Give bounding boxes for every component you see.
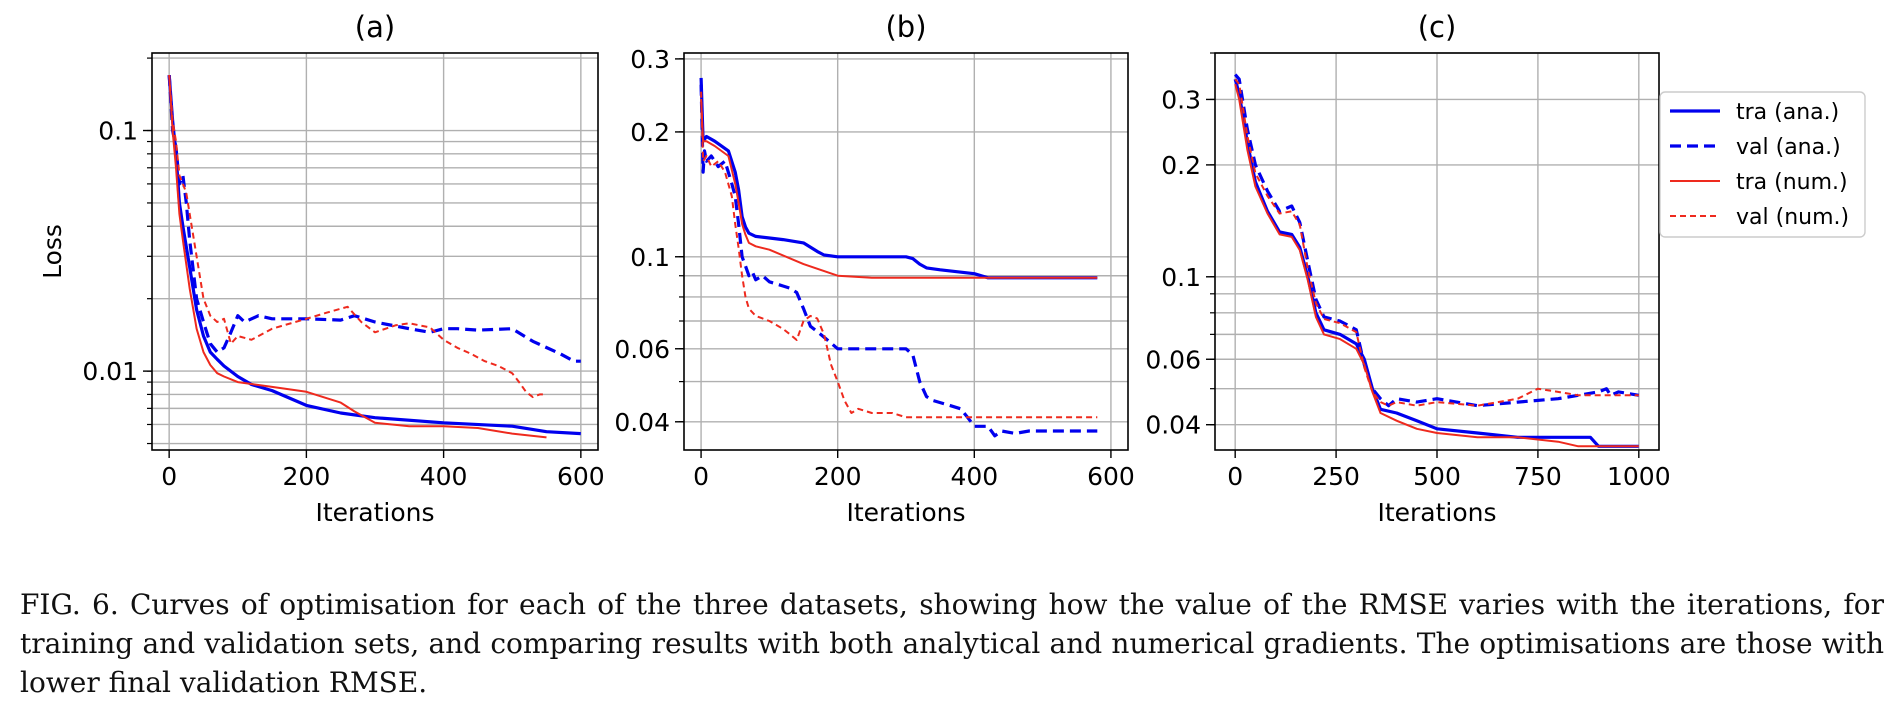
y-tick-label: 0.1 [1161, 263, 1201, 292]
legend-label: val (ana.) [1736, 135, 1841, 160]
series-line [168, 75, 547, 439]
legend-label: tra (ana.) [1736, 100, 1839, 125]
y-tick-label: 0.04 [614, 408, 670, 437]
x-tick-label: 0 [161, 462, 177, 491]
legend-label: val (num.) [1736, 205, 1849, 230]
x-tick-label: 600 [557, 462, 605, 491]
grid [1206, 52, 1659, 458]
x-tick-label: 0 [693, 462, 709, 491]
x-tick-label: 200 [814, 462, 862, 491]
series-line [167, 75, 581, 363]
y-tick-label: 0.01 [82, 357, 138, 386]
panel-title: (b) [885, 10, 926, 44]
y-tick-label: 0.1 [630, 243, 670, 272]
x-axis-label: Iterations [846, 498, 965, 527]
x-tick-label: 600 [1087, 462, 1135, 491]
y-tick-label: 0.06 [1145, 345, 1201, 374]
series-lines [1233, 73, 1640, 448]
y-axis-label: Loss [38, 224, 67, 279]
y-tick-label: 0.2 [1161, 151, 1201, 180]
series-lines [699, 77, 1098, 438]
chart-panel-c: 0 250 500 750 1000 0.04 0.06 0.1 0.2 0.3 (c) Iterat… [1145, 10, 1670, 527]
chart-panel-b: 0 200 400 600 0.04 0.06 0.1 0.2 0.3 (b) Iterations [614, 10, 1134, 527]
series-lines [167, 74, 581, 439]
series-line [700, 91, 1098, 419]
legend-label: tra (num.) [1736, 170, 1848, 195]
y-tick-label: 0.04 [1145, 411, 1201, 440]
grid [143, 53, 598, 458]
x-tick-label: 500 [1413, 462, 1461, 491]
y-tick-label: 0.3 [630, 45, 670, 74]
figure-caption: FIG. 6. Curves of optimisation for each … [20, 588, 1884, 699]
y-tick-label: 0.2 [630, 118, 670, 147]
x-tick-label: 200 [283, 462, 331, 491]
plot-frame [683, 52, 1129, 451]
series-line [168, 75, 547, 399]
panel-title: (c) [1418, 10, 1457, 44]
series-line [700, 99, 1098, 279]
plot-frame [1214, 52, 1660, 451]
plot-frame [151, 52, 599, 451]
x-tick-label: 750 [1514, 462, 1562, 491]
series-line [699, 84, 1098, 438]
x-tick-label: 400 [950, 462, 998, 491]
x-tick-label: 250 [1312, 462, 1360, 491]
y-tick-label: 0.3 [1161, 85, 1201, 114]
series-line [1234, 78, 1639, 407]
figure-panels: 0 200 400 600 0.01 0.1 (a) Iterations Loss 0 200 40… [38, 10, 1866, 527]
legend: tra (ana.) val (ana.) tra (num.) val (num.) [1659, 91, 1866, 238]
series-line [1234, 83, 1639, 448]
x-tick-label: 1000 [1607, 462, 1671, 491]
x-axis-label: Iterations [315, 498, 434, 527]
x-tick-label: 0 [1227, 462, 1243, 491]
y-tick-label: 0.1 [98, 117, 138, 146]
y-tick-label: 0.06 [614, 335, 670, 364]
panel-title: (a) [355, 10, 395, 44]
series-line [699, 77, 1098, 280]
series-line [167, 74, 581, 436]
legend-box [1659, 91, 1866, 238]
grid [675, 53, 1128, 458]
x-tick-label: 400 [420, 462, 468, 491]
x-axis-label: Iterations [1377, 498, 1496, 527]
chart-panel-a: 0 200 400 600 0.01 0.1 (a) Iterations Loss [38, 10, 605, 527]
